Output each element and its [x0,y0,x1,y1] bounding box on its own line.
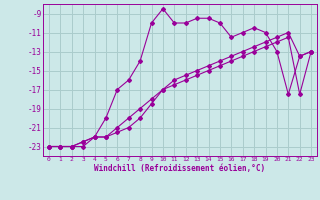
X-axis label: Windchill (Refroidissement éolien,°C): Windchill (Refroidissement éolien,°C) [94,164,266,173]
